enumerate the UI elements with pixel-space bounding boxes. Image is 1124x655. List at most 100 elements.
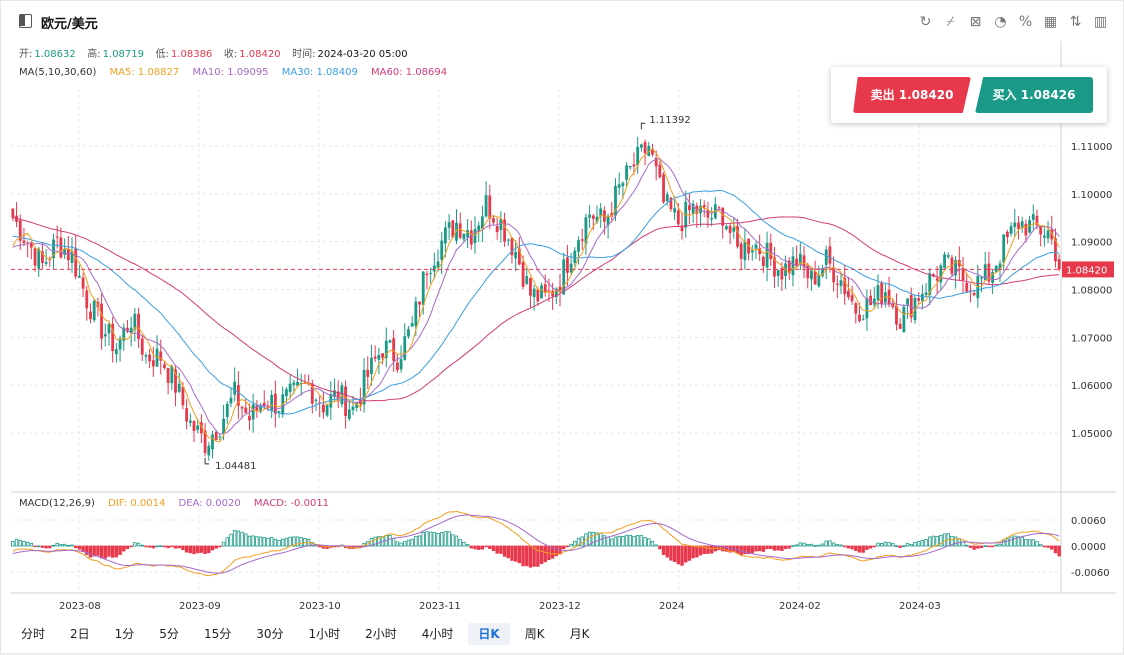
high-marker bbox=[640, 122, 646, 130]
candle-body bbox=[1035, 215, 1039, 226]
tab-0[interactable]: 分时 bbox=[21, 627, 46, 641]
ohlc-readout: 开: 1.08632 高: 1.08719 低: 1.08386 收: 1.08420 … bbox=[19, 45, 410, 60]
refresh-icon[interactable]: ↻ bbox=[919, 14, 932, 30]
macd-bar bbox=[14, 538, 19, 547]
macd-bar bbox=[665, 545, 669, 558]
macd-bar bbox=[140, 544, 144, 547]
price-tick-label: 1.10000 bbox=[1071, 190, 1112, 201]
candle-body bbox=[129, 327, 133, 334]
macd-bar bbox=[451, 534, 455, 547]
macd-bar bbox=[709, 545, 714, 554]
macd-bar bbox=[931, 535, 936, 547]
candle-body bbox=[1002, 234, 1006, 263]
candle-body bbox=[355, 402, 359, 408]
candle-body bbox=[736, 226, 739, 247]
panel-toggle-icon[interactable] bbox=[19, 14, 32, 28]
macd-bar bbox=[891, 542, 895, 547]
macd-bar bbox=[935, 536, 939, 547]
macd-bar bbox=[787, 545, 791, 549]
tab-1[interactable]: 2日 bbox=[70, 627, 90, 641]
tab-3[interactable]: 5分 bbox=[159, 627, 179, 641]
macd-bar bbox=[680, 545, 684, 566]
macd-bar bbox=[635, 535, 640, 547]
grid-icon[interactable]: ▦ bbox=[1043, 14, 1058, 30]
candles bbox=[11, 136, 1061, 461]
indicator-icon[interactable]: ⊠ bbox=[969, 14, 982, 30]
macd-bar bbox=[813, 545, 817, 547]
tab-2[interactable]: 1分 bbox=[114, 627, 135, 641]
macd-bar bbox=[136, 542, 141, 547]
candle-body bbox=[214, 431, 218, 440]
ma30-line bbox=[12, 189, 1060, 415]
dea-line bbox=[12, 514, 1060, 574]
macd-bar bbox=[979, 545, 984, 549]
tab-9[interactable]: 日K bbox=[468, 623, 510, 645]
candle-body bbox=[954, 259, 958, 276]
macd-bar bbox=[606, 536, 610, 547]
candle-body bbox=[529, 278, 532, 296]
candle-body bbox=[148, 354, 152, 362]
macd-bar bbox=[573, 540, 577, 547]
macd-bar bbox=[40, 545, 45, 548]
candle-body bbox=[37, 248, 41, 269]
candle-body bbox=[835, 283, 839, 285]
ma-label: MA(5,10,30,60) bbox=[19, 67, 97, 78]
candle-body bbox=[769, 242, 773, 260]
macd-bar bbox=[133, 542, 137, 547]
buy-button[interactable]: 买入 1.08426 bbox=[975, 77, 1093, 113]
macd-bar bbox=[687, 545, 692, 561]
macd-bar bbox=[1001, 540, 1006, 547]
macd-bar bbox=[310, 542, 315, 547]
tab-4[interactable]: 15分 bbox=[203, 627, 232, 641]
macd-bar bbox=[288, 536, 292, 547]
macd-bar bbox=[232, 529, 237, 547]
candle-body bbox=[103, 334, 107, 337]
macd-bar bbox=[942, 533, 947, 547]
dif-line bbox=[12, 510, 1060, 577]
macd-bar bbox=[147, 545, 152, 548]
macd-bar bbox=[236, 530, 241, 547]
candle-body bbox=[262, 402, 266, 407]
macd-bar bbox=[772, 545, 777, 551]
macd-bar bbox=[972, 545, 976, 550]
tab-5[interactable]: 30分 bbox=[256, 627, 284, 641]
candle-body bbox=[33, 248, 37, 266]
macd-bar bbox=[965, 544, 969, 547]
candle-body bbox=[225, 403, 229, 417]
macd-bar bbox=[909, 543, 913, 547]
candle-body bbox=[144, 355, 148, 357]
macd-bar bbox=[928, 536, 932, 547]
tab-8[interactable]: 4小时 bbox=[421, 627, 454, 641]
macd-bar bbox=[580, 536, 584, 547]
candle-body bbox=[469, 230, 473, 245]
macd-bar bbox=[1013, 535, 1017, 547]
sell-button[interactable]: 卖出 1.08420 bbox=[853, 77, 971, 113]
pie-icon[interactable]: ◔ bbox=[994, 14, 1007, 30]
macd-bar bbox=[395, 541, 400, 547]
tab-11[interactable]: 月K bbox=[569, 627, 590, 641]
candle-body bbox=[170, 365, 174, 384]
dea-value: DEA: 0.0020 bbox=[178, 498, 241, 509]
percent-icon[interactable]: % bbox=[1018, 14, 1033, 30]
macd-bar bbox=[839, 544, 843, 547]
macd-bar bbox=[170, 545, 174, 548]
macd-bar bbox=[129, 545, 133, 548]
panel-icon[interactable]: ▥ bbox=[1093, 14, 1108, 30]
candle-body bbox=[1028, 220, 1031, 233]
tab-10[interactable]: 周K bbox=[524, 627, 545, 641]
macd-bar bbox=[902, 545, 906, 548]
macd-bar bbox=[916, 541, 921, 547]
draw-icon[interactable]: ⌿ bbox=[946, 14, 955, 30]
macd-bar bbox=[898, 545, 902, 548]
macd-bar bbox=[883, 541, 888, 547]
candle-body bbox=[18, 220, 22, 241]
tab-7[interactable]: 2小时 bbox=[365, 627, 397, 641]
candle-body bbox=[492, 218, 495, 223]
macd-bar bbox=[521, 545, 525, 567]
tab-6[interactable]: 1小时 bbox=[308, 627, 341, 641]
candle-body bbox=[1013, 222, 1017, 227]
macd-bar bbox=[388, 535, 392, 547]
macd-bar bbox=[473, 545, 477, 550]
compare-icon[interactable]: ⇅ bbox=[1069, 14, 1082, 30]
